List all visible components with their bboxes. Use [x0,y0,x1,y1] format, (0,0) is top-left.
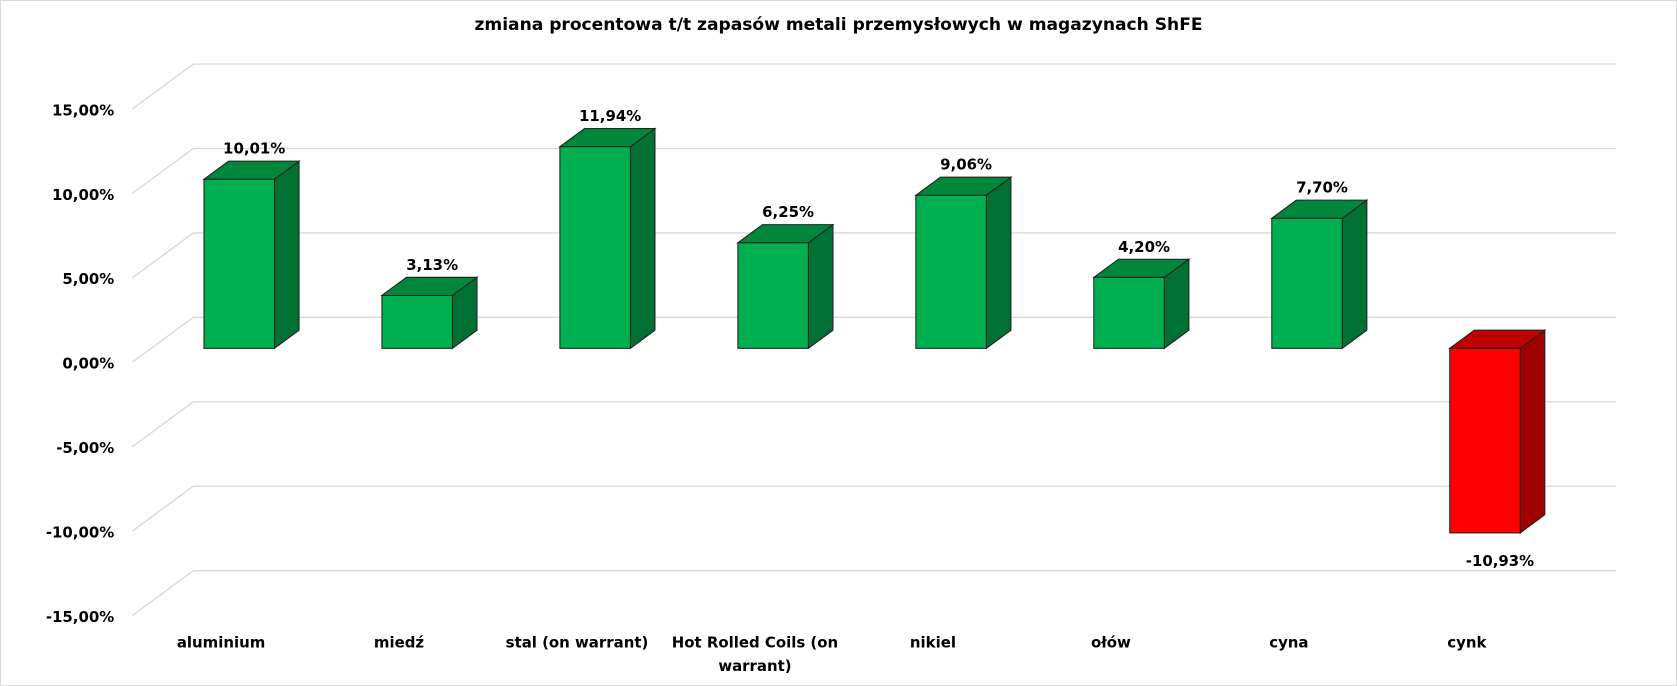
bar-1: 10,01% [202,140,301,350]
bar-front [381,294,453,349]
gridline-depth [131,63,194,110]
y-tick-label: 15,00% [52,101,114,119]
bar-side [273,160,300,350]
category-label: cynk [1447,634,1487,652]
gridline-depth [131,316,194,363]
category-label: stal (on warrant) [506,634,649,652]
bar-2: 3,13% [380,256,479,350]
chart-title: zmiana procentowa t/t zapasów metali prz… [474,15,1202,35]
gridline-depth [131,570,194,617]
y-tick-label: 10,00% [52,186,114,204]
data-label: 11,94% [579,107,641,125]
bar-front [1271,217,1343,349]
data-label: -10,93% [1466,552,1534,570]
bar-side [1341,199,1368,350]
bar-8: -10,93% [1448,329,1547,570]
y-tick-label: -5,00% [56,439,114,457]
bar-4: 6,25% [736,203,835,350]
category-label: nikiel [910,634,956,652]
bar-front [737,242,809,349]
y-tick-label: 0,00% [62,355,114,373]
data-label: 9,06% [940,156,992,174]
gridline-depth [131,147,194,194]
category-label: miedź [374,634,424,652]
category-label: Hot Rolled Coils (on [672,634,838,652]
bar-front [1093,276,1165,349]
bar-3: 11,94% [558,107,657,350]
category-label: ołów [1091,634,1131,652]
bar-front [915,194,987,349]
gridlines [131,63,1617,617]
bar-6: 4,20% [1092,238,1191,350]
data-label: 4,20% [1118,238,1170,256]
bar-front [1449,347,1521,534]
y-tick-label: -15,00% [46,608,114,626]
bar-7: 7,70% [1270,179,1369,350]
data-label: 7,70% [1296,179,1348,197]
y-tick-label: 5,00% [62,270,114,288]
bars: 10,01% 3,13% 11,94% 6,25% 9,06% 4,20% 7,70% -10… [202,107,1547,570]
y-axis-labels: 15,00% 10,00% 5,00% 0,00% -5,00% -10,00% -15,0… [46,101,114,626]
data-label: 3,13% [406,256,458,274]
bar-side [629,127,656,350]
category-label: cyna [1269,634,1308,652]
gridline-depth [131,485,194,532]
x-axis-labels: aluminium miedź stal (on warrant) Hot Rolle… [177,634,1488,676]
data-label: 10,01% [223,140,285,158]
category-label: warrant) [718,657,791,675]
category-label: aluminium [177,634,265,652]
gridline-depth [131,232,194,279]
bar-5: 9,06% [914,156,1013,350]
bar-side [1519,329,1546,534]
bar-front [559,146,631,349]
bar-front [203,178,276,349]
data-label: 6,25% [762,203,814,221]
bar-side [985,176,1012,350]
y-tick-label: -10,00% [46,524,114,542]
bar-side [807,223,834,350]
gridline-depth [131,401,194,448]
